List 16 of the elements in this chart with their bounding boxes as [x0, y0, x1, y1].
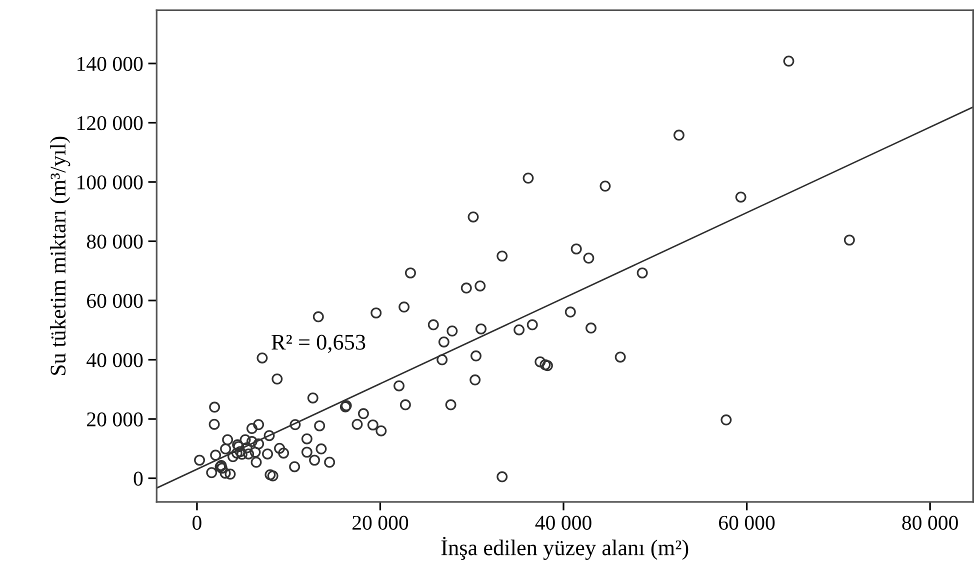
x-tick-label: 80 000 — [902, 516, 958, 530]
y-axis-title: Su tüketim miktarı (m³/yıl) — [50, 136, 70, 375]
y-tick-label: 60 000 — [87, 294, 143, 308]
y-tick-label: 0 — [134, 472, 143, 486]
x-axis-title: İnşa edilen yüzey alanı (m²) — [441, 536, 688, 560]
y-tick-label: 20 000 — [87, 412, 143, 426]
x-tick-label: 20 000 — [352, 516, 408, 530]
x-tick-label: 60 000 — [719, 516, 775, 530]
y-tick-label: 80 000 — [86, 234, 143, 249]
y-tick-label: 40 000 — [86, 353, 143, 368]
annotation: R² = 0,653 — [272, 334, 366, 353]
x-tick-label: 40 000 — [535, 516, 592, 530]
x-tick-label: 0 — [192, 516, 202, 530]
y-tick-label: 140 000 — [78, 56, 143, 71]
y-tick-label: 120 000 — [78, 116, 143, 130]
y-tick-label: 100 000 — [78, 175, 143, 190]
